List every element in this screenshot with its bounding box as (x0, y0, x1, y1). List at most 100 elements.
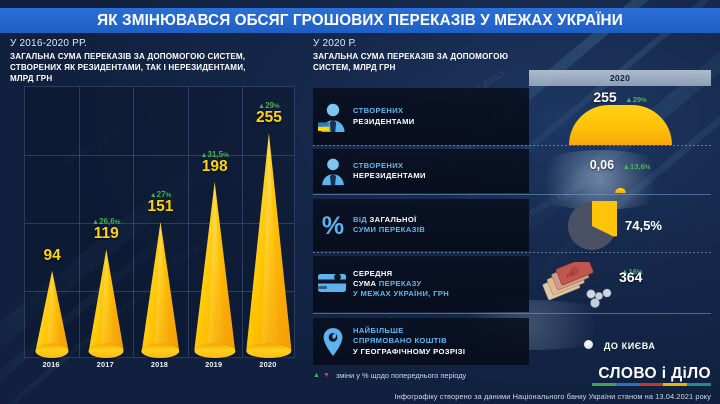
x-axis-label: 2018 (150, 360, 169, 369)
svg-text:100: 100 (565, 271, 575, 280)
row-label-box: СТВОРЕНИХ РЕЗИДЕНТАМИ (313, 88, 529, 145)
bar-value-label: 255 (255, 108, 282, 126)
row-value-box: 0,06 ▲13,6% (529, 149, 711, 193)
row-label-text: СТВОРЕНИХ РЕЗИДЕНТАМИ (353, 106, 415, 126)
row-label-box: % ВІД ЗАГАЛЬНОЇ СУМИ ПЕРЕКАЗІВ (313, 199, 529, 251)
row-value-box: 100 ▲16% 364 (529, 256, 711, 312)
left-panel-subtitle: У 2016-2020 РР. ЗАГАЛЬНА СУМА ПЕРЕКАЗІВ … (10, 38, 260, 85)
cone-base (246, 344, 292, 358)
row-label-line2: СУМА ПЕРЕКАЗУ (353, 278, 422, 288)
right-panel-period: У 2020 Р. (313, 38, 357, 49)
row-value: 74,5 (625, 218, 651, 233)
row-delta: ▲16% (621, 267, 643, 276)
legend-text: зміни у % щодо попереднього періоду (335, 371, 467, 380)
bullet-dot-icon (584, 340, 594, 349)
bar-delta-label: ▲29% (258, 100, 280, 110)
bar-column: 119 ▲26,6% (79, 87, 133, 358)
page-title: ЯК ЗМІНЮВАВСЯ ОБСЯГ ГРОШОВИХ ПЕРЕКАЗІВ У… (0, 8, 720, 33)
row-value-box: ДО КИЄВА (529, 318, 711, 365)
bar-column: 255 ▲29% (242, 87, 296, 358)
row-label-line3: У ГЕОГРАФІЧНОМУ РОЗРІЗІ (353, 346, 466, 356)
x-axis-label: 2020 (259, 360, 277, 369)
brand-logo-text: СЛОВО і ДіЛО (598, 365, 711, 382)
row-label-line1: СТВОРЕНИХ (353, 106, 404, 116)
row-value: ДО КИЄВА (603, 341, 656, 351)
row-delta: ▲29% (625, 95, 647, 104)
grid-line-horizontal (25, 223, 294, 224)
row-separator (313, 145, 711, 146)
row-created-by-residents[interactable]: СТВОРЕНИХ РЕЗИДЕНТАМИ 255 ▲29% (313, 88, 711, 145)
pie-chart (568, 201, 617, 250)
row-label-box: НАЙБІЛЬШЕ СПРЯМОВАНО КОШТІВ У ГЕОГРАФІЧН… (313, 318, 529, 365)
bar-column: 198 ▲31,5% (188, 87, 242, 358)
right-panel-subtitle: У 2020 Р. ЗАГАЛЬНА СУМА ПЕРЕКАЗІВ ЗА ДОП… (313, 38, 543, 73)
bar-value-label: 94 (43, 246, 61, 264)
map-pin-icon (313, 327, 353, 357)
page-title-text: ЯК ЗМІНЮВАВСЯ ОБСЯГ ГРОШОВИХ ПЕРЕКАЗІВ У… (97, 11, 623, 29)
row-label-line1: ВІД ЗАГАЛЬНОЇ (353, 214, 417, 224)
chart-plot-area: 94 119 ▲26,6% 151 ▲27% 198 ▲31,5% 255 ▲29% (24, 86, 295, 358)
bar-chart: 94 119 ▲26,6% 151 ▲27% 198 ▲31,5% 255 ▲29% 2016 2… (10, 86, 295, 376)
cone-base (194, 344, 236, 358)
x-axis-label: 2017 (96, 360, 114, 369)
person-icon (313, 156, 353, 186)
right-panel-description: ЗАГАЛЬНА СУМА ПЕРЕКАЗІВ ЗА ДОПОМОГОЮ СИС… (313, 52, 509, 73)
row-label-line3: У МЕЖАХ УКРАЇНИ, ГРН (353, 289, 450, 299)
row-label-line2: СПРЯМОВАНО КОШТІВ (353, 336, 447, 346)
row-value-suffix: % (650, 218, 662, 233)
legend-up-triangle-icon: ▲ (313, 372, 320, 379)
brand-logo-color-bar (592, 383, 711, 386)
row-label-box: СТВОРЕНИХ НЕРЕЗИДЕНТАМИ (313, 149, 529, 193)
row-average-transfer[interactable]: СЕРЕДНЯ СУМА ПЕРЕКАЗУ У МЕЖАХ УКРАЇНИ, Г… (313, 256, 711, 312)
bar-value-label: 151 (147, 197, 174, 215)
row-label-text: НАЙБІЛЬШЕ СПРЯМОВАНО КОШТІВ У ГЕОГРАФІЧН… (353, 326, 465, 357)
half-disc-chart (569, 105, 672, 145)
row-value-box: 74,5% (529, 199, 711, 251)
svg-text:%: % (322, 212, 344, 239)
row-value: 0,06 (589, 158, 615, 172)
row-top-destination[interactable]: НАЙБІЛЬШЕ СПРЯМОВАНО КОШТІВ У ГЕОГРАФІЧН… (313, 318, 711, 365)
bar-delta-label: ▲31,5% (200, 149, 229, 159)
bar-column: 94 (25, 87, 79, 358)
legend-down-triangle-icon: ▼ (322, 372, 330, 379)
legend: ▲ ▼ зміни у % щодо попереднього періоду (313, 371, 466, 380)
left-panel-description: ЗАГАЛЬНА СУМА ПЕРЕКАЗІВ ЗА ДОПОМОГОЮ СИС… (10, 52, 246, 84)
row-label-text: ВІД ЗАГАЛЬНОЇ СУМИ ПЕРЕКАЗІВ (353, 215, 425, 235)
grid-line-horizontal (25, 155, 294, 156)
row-divider (313, 194, 711, 195)
cone-base (88, 344, 124, 358)
row-label-line1: СЕРЕДНЯ (353, 268, 393, 278)
grid-line-vertical (241, 87, 243, 357)
grid-line-vertical (79, 87, 81, 357)
row-delta: ▲13,6% (622, 162, 651, 171)
row-created-by-non-residents[interactable]: СТВОРЕНИХ НЕРЕЗИДЕНТАМИ 0,06 ▲13,6% (313, 149, 711, 193)
row-separator (313, 252, 711, 253)
source-credit: Інфографіку створено за даними Національ… (394, 392, 711, 401)
year-header: 2020 (529, 70, 711, 86)
cone-base (35, 344, 69, 358)
year-header-label: 2020 (609, 73, 631, 83)
bar-value-label: 198 (201, 157, 228, 175)
bar-delta-label: ▲26,6% (92, 217, 121, 227)
left-panel-period: У 2016-2020 РР. (10, 38, 87, 49)
row-value: 255 (593, 89, 617, 105)
person-with-ukraine-flag-icon (313, 101, 353, 133)
row-label-line1: СТВОРЕНИХ (353, 160, 404, 170)
row-value: 364 (619, 269, 643, 285)
grid-line-vertical (133, 87, 135, 357)
summary-panel: 2020 СТВОРЕНИХ РЕЗИДЕНТАМИ (313, 70, 711, 365)
row-label-line1: НАЙБІЛЬШЕ (353, 326, 404, 336)
row-label-line2: НЕРЕЗИДЕНТАМИ (353, 171, 426, 180)
cone-base (141, 344, 180, 358)
chart-x-axis-labels: 2016 2017 2018 2019 2020 (24, 360, 295, 374)
banknotes-icon: 100 (542, 262, 612, 308)
grid-line-vertical (187, 87, 189, 357)
x-axis-label: 2019 (205, 360, 223, 369)
brand-logo[interactable]: СЛОВО і ДіЛО (592, 366, 711, 386)
x-axis-label: 2016 (42, 360, 60, 369)
row-share-of-total[interactable]: % ВІД ЗАГАЛЬНОЇ СУМИ ПЕРЕКАЗІВ 74,5% (313, 199, 711, 251)
row-label-line2: РЕЗИДЕНТАМИ (353, 116, 415, 126)
bar-column: 151 ▲27% (133, 87, 187, 358)
half-disc-chart (615, 188, 626, 193)
row-label-box: СЕРЕДНЯ СУМА ПЕРЕКАЗУ У МЕЖАХ УКРАЇНИ, Г… (313, 256, 529, 312)
